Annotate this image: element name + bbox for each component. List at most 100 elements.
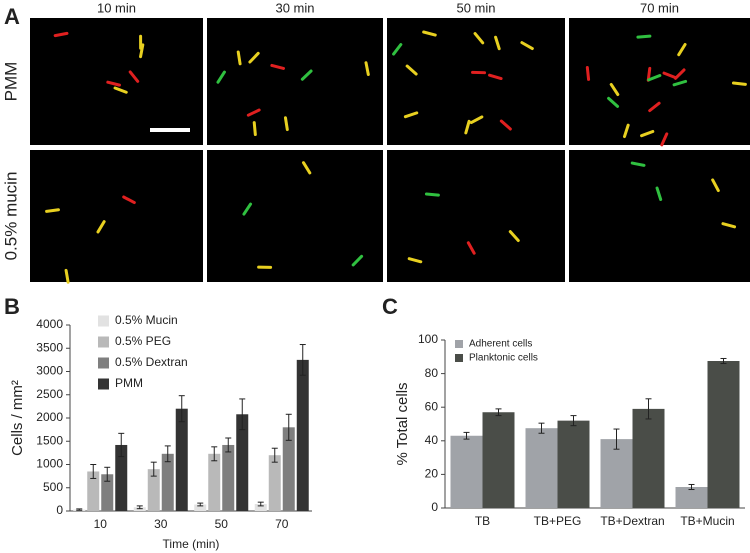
error-bar <box>538 422 545 434</box>
bacterium <box>106 80 121 87</box>
error-bar <box>76 508 83 511</box>
bacterium <box>469 115 484 125</box>
error-bar <box>150 461 157 477</box>
error-bar <box>178 395 185 423</box>
bar <box>222 444 235 511</box>
error-bar <box>239 398 246 431</box>
y-tick-label: 0 <box>56 503 63 517</box>
micrograph <box>569 150 750 282</box>
bacterium <box>270 63 285 70</box>
panel-label: B <box>4 294 20 319</box>
bacterium <box>636 34 652 39</box>
bacterium <box>488 73 503 81</box>
y-tick-label: 3000 <box>36 364 63 378</box>
bacterium <box>422 30 437 37</box>
legend-swatch <box>98 336 109 348</box>
y-tick-label: 2000 <box>36 410 63 424</box>
bacterium <box>351 254 364 267</box>
x-tick-label: 10 <box>94 517 108 531</box>
error-bar <box>257 501 264 507</box>
legend-swatch <box>98 357 109 369</box>
y-tick-label: 2500 <box>36 387 63 401</box>
bacterium <box>216 70 226 84</box>
bacterium <box>464 119 471 135</box>
x-tick-label: TB+Dextran <box>600 514 664 528</box>
error-bar <box>645 398 652 420</box>
column-label: 30 min <box>275 0 314 15</box>
micrograph <box>387 18 565 145</box>
error-bar <box>463 431 470 440</box>
bar <box>87 471 100 511</box>
y-axis-title: Cells / mm² <box>9 380 26 456</box>
bar <box>482 412 515 508</box>
error-bar <box>688 483 695 491</box>
column-label: 50 min <box>456 0 495 15</box>
row-label: 0.5% mucin <box>1 172 20 261</box>
row-label: PMM <box>1 62 20 102</box>
bacterium <box>494 35 501 51</box>
bacterium <box>607 96 620 108</box>
bacterium <box>622 123 630 139</box>
x-tick-label: TB+PEG <box>534 514 582 528</box>
bacterium <box>246 108 261 117</box>
bacterium <box>128 70 140 83</box>
bacterium <box>139 43 145 59</box>
bacterium <box>53 31 69 38</box>
bacterium <box>647 74 662 82</box>
bacterium <box>672 79 688 87</box>
bar <box>450 435 483 508</box>
y-tick-label: 1000 <box>36 457 63 471</box>
legend-swatch <box>455 340 463 348</box>
bar <box>254 504 267 511</box>
legend-swatch <box>98 378 109 390</box>
y-tick-label: 80 <box>425 366 439 380</box>
bacterium <box>466 241 476 255</box>
column-label: 10 min <box>97 0 136 15</box>
y-tick-label: 4000 <box>36 317 63 331</box>
bacterium <box>674 68 686 80</box>
micrograph <box>207 150 383 282</box>
bar <box>161 453 174 511</box>
bacterium <box>252 121 257 137</box>
bacterium <box>473 32 485 45</box>
legend-label: PMM <box>115 376 143 390</box>
x-axis-title: Time (min) <box>163 537 220 551</box>
y-tick-label: 40 <box>425 433 439 447</box>
bacterium <box>711 178 720 193</box>
bar <box>557 420 590 508</box>
bacterium <box>585 65 591 81</box>
bar <box>632 408 665 508</box>
bacterium <box>655 186 663 202</box>
error-bar <box>495 408 502 417</box>
bar <box>707 361 740 508</box>
error-bar <box>613 428 620 450</box>
bacterium <box>96 220 106 234</box>
panel-label: A <box>4 4 20 29</box>
y-tick-label: 500 <box>43 480 63 494</box>
y-tick-label: 20 <box>425 467 439 481</box>
micrograph <box>387 150 565 282</box>
bar <box>600 439 633 508</box>
bar <box>525 428 558 508</box>
bacterium <box>424 192 440 197</box>
error-bar <box>720 357 727 365</box>
error-bar <box>271 447 278 463</box>
bacterium <box>609 82 620 96</box>
bar <box>282 427 295 511</box>
bacterium <box>242 202 253 216</box>
error-bar <box>211 446 218 462</box>
bacterium <box>662 71 677 80</box>
bacterium <box>660 132 669 147</box>
bacterium <box>648 101 661 113</box>
y-tick-label: 1500 <box>36 433 63 447</box>
bar <box>675 487 708 508</box>
error-bar <box>164 445 171 463</box>
panel-label: C <box>382 294 398 319</box>
bacterium <box>283 116 289 132</box>
bacterium <box>630 161 646 167</box>
legend-label: 0.5% Mucin <box>115 313 178 327</box>
bacterium <box>113 86 128 94</box>
bar <box>268 455 281 511</box>
bar <box>236 414 249 511</box>
bacterium <box>677 42 687 57</box>
